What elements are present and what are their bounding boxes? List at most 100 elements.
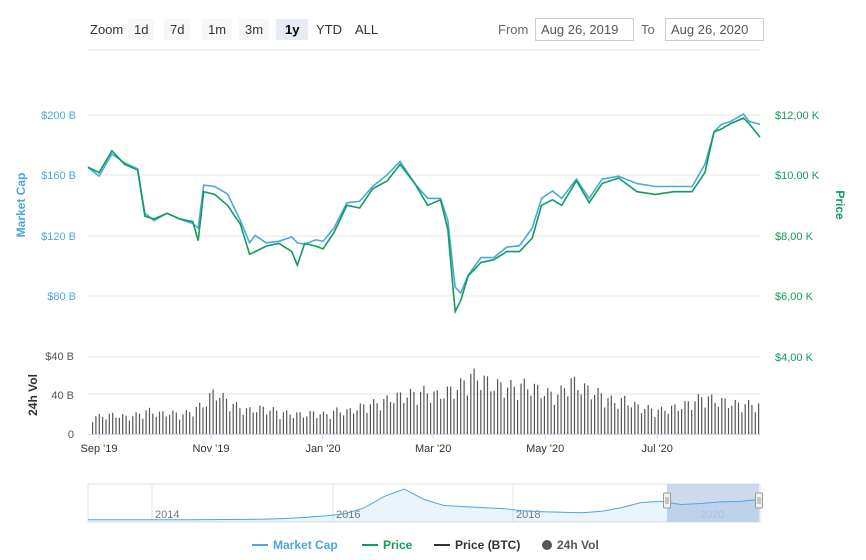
volume-bar [386, 395, 388, 434]
volume-bar [640, 413, 643, 434]
volume-bar [185, 409, 187, 434]
volume-bar [420, 391, 422, 434]
volume-bar [239, 408, 241, 434]
volume-bar [349, 408, 351, 434]
volume-bar [306, 416, 308, 434]
legend-price[interactable]: Price [362, 538, 413, 552]
market-cap-tick-label: $80 B [47, 291, 76, 303]
zoom-3m-button[interactable]: 3m [239, 19, 270, 40]
market-cap-line [87, 112, 761, 295]
volume-bar [731, 405, 733, 434]
volume-bar [523, 378, 525, 434]
volume-bar [383, 399, 385, 434]
volume-bar [189, 411, 191, 434]
legend-market-cap[interactable]: Market Cap [252, 538, 338, 552]
volume-bar [403, 402, 405, 434]
zoom-7d-button[interactable]: 7d [164, 19, 191, 40]
legend-price-btc-label: Price (BTC) [455, 538, 520, 552]
volume-bar [664, 410, 666, 434]
volume-bar [507, 387, 509, 434]
to-date-input[interactable] [665, 18, 764, 41]
volume-bar [158, 411, 161, 434]
volume-tick-label: 40 B [51, 390, 74, 402]
volume-bar [550, 391, 552, 434]
volume-bar [353, 413, 355, 434]
zoom-ytd-button[interactable]: YTD [316, 22, 342, 37]
volume-bar [560, 385, 562, 434]
navigator[interactable]: 2014201620182020 [87, 483, 763, 523]
navigator-handle[interactable] [663, 492, 671, 509]
volume-bar [416, 405, 418, 434]
legend: Market Cap Price Price (BTC) 24h Vol [252, 538, 599, 552]
volume-bar [563, 388, 566, 434]
volume-bar [396, 392, 398, 434]
volume-bar [553, 404, 555, 434]
volume-bar [650, 408, 653, 434]
volume-bar [235, 402, 238, 434]
volume-bar [567, 396, 569, 434]
volume-bar [446, 386, 448, 434]
volume-bar [128, 420, 130, 434]
from-date-input[interactable] [535, 18, 634, 41]
volume-bar [751, 405, 753, 434]
volume-bar [232, 403, 234, 434]
volume-bar [195, 406, 197, 434]
volume-bar [245, 408, 248, 434]
volume-bar [694, 401, 696, 434]
zoom-1m-button[interactable]: 1m [202, 19, 233, 40]
volume-bar [674, 404, 676, 434]
volume-bar [727, 408, 730, 434]
volume-bar [473, 368, 475, 434]
volume-bar [436, 390, 438, 434]
date-tick-label: Sep '19 [81, 443, 118, 455]
market-cap-tick-label: $200 B [41, 110, 76, 122]
volume-bars [92, 368, 760, 434]
date-tick-label: Nov '19 [193, 443, 230, 455]
volume-bar [600, 393, 602, 434]
zoom-1y-button[interactable]: 1y [276, 19, 309, 40]
volume-bar [169, 414, 171, 434]
volume-bar [359, 403, 361, 434]
volume-bar [142, 418, 144, 434]
volume-bar [610, 395, 612, 434]
volume-bar [152, 413, 154, 434]
volume-bar [737, 402, 740, 434]
price-tick-label: $4,00 K [775, 352, 814, 364]
volume-bar [413, 392, 415, 434]
volume-bar [145, 410, 147, 434]
volume-bar [500, 382, 502, 434]
volume-bar [443, 398, 445, 434]
volume-bar [162, 411, 164, 434]
volume-bar [490, 391, 492, 434]
volume-bar [379, 410, 381, 434]
volume-bar [627, 405, 629, 434]
zoom-1d-button[interactable]: 1d [128, 19, 155, 40]
volume-bar [426, 393, 428, 434]
zoom-all-button[interactable]: ALL [355, 22, 379, 37]
volume-bar [242, 414, 244, 434]
from-label: From [498, 22, 529, 37]
volume-bar [299, 412, 301, 434]
legend-price-btc[interactable]: Price (BTC) [434, 538, 520, 552]
volume-bar [748, 400, 750, 434]
volume-bar [684, 401, 686, 434]
legend-24h-vol-label: 24h Vol [557, 538, 599, 552]
navigator-handle[interactable] [755, 492, 763, 509]
volume-bar [165, 416, 167, 434]
volume-bar [604, 407, 606, 434]
volume-bar [714, 402, 716, 434]
volume-bar [671, 405, 673, 434]
volume-bar [105, 419, 107, 434]
volume-tick-label: 0 [68, 429, 74, 441]
volume-bar [175, 412, 177, 434]
volume-bar [537, 384, 539, 434]
volume-bar [724, 398, 726, 434]
volume-bar [497, 379, 499, 434]
volume-bar [493, 390, 495, 434]
legend-24h-vol[interactable]: 24h Vol [542, 538, 599, 552]
volume-bar [319, 414, 321, 434]
price-tick-label: $12,00 K [775, 110, 820, 122]
volume-bar [637, 404, 639, 434]
price-axis-title: Price [833, 190, 847, 220]
volume-bar [691, 410, 693, 434]
